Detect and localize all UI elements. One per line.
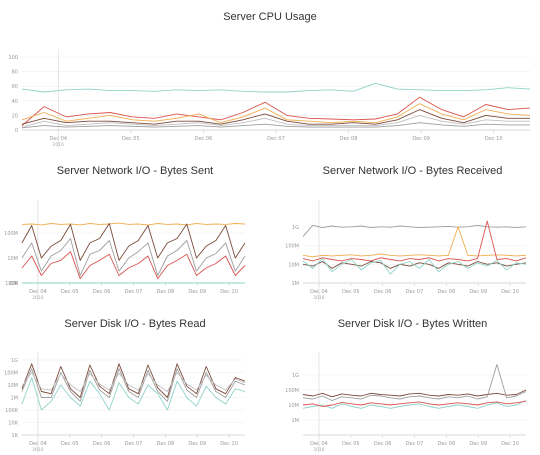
series-line-4	[21, 251, 246, 280]
series-line-1	[302, 364, 527, 401]
x-tick-label: Dec 09	[412, 136, 430, 142]
x-tick-label: Dec 07	[267, 136, 285, 142]
x-tick-label: Dec 10	[220, 441, 238, 447]
series-line-3	[21, 238, 246, 276]
y-tick-label: 100M	[4, 371, 18, 377]
x-tick-label: Dec 10	[501, 289, 519, 295]
x-tick-label: Dec 07	[125, 441, 143, 447]
x-tick-label: Dec 07	[125, 289, 143, 295]
x-tick-label: Dec 05	[342, 441, 360, 447]
x-tick-label: Dec 06	[195, 136, 213, 142]
series-line-2	[21, 103, 531, 124]
x-tick-label: Dec 08	[340, 136, 358, 142]
chart-title-disk-read: Server Disk I/O - Bytes Read	[64, 318, 206, 330]
series-line-5	[21, 122, 530, 129]
x-tick-label: Dec 10	[485, 136, 503, 142]
series-line-4	[21, 109, 530, 125]
x-tick-label: Dec 08	[157, 289, 175, 295]
x-tick-label: Dec 06	[93, 289, 111, 295]
y-tick-label: 10M	[288, 262, 299, 268]
x-tick-label: Dec 09	[469, 289, 487, 295]
y-tick-label: 100K	[5, 408, 19, 414]
x-tick-label: Dec 08	[157, 441, 175, 447]
y-tick-label: 10K	[8, 281, 18, 287]
y-tick-label: 10M	[7, 383, 18, 389]
y-tick-label: 1M	[292, 281, 300, 287]
x-tick-label: Dec 05	[61, 441, 79, 447]
series-line-3	[302, 400, 527, 407]
series-line-0	[21, 363, 246, 398]
chart-title-cpu: Server CPU Usage	[223, 11, 317, 23]
series-line-2	[21, 223, 246, 261]
y-tick-label: 20	[12, 113, 18, 119]
x-tick-label: Dec 07	[406, 289, 424, 295]
y-tick-label: 1M	[292, 418, 300, 424]
chart-title-disk-written: Server Disk I/O - Bytes Written	[337, 318, 488, 330]
y-tick-label: 1M	[11, 396, 19, 402]
x-tick-label: Dec 10	[501, 441, 519, 447]
y-tick-label: 10M	[288, 403, 299, 409]
series-line-4	[302, 258, 527, 275]
x-tick-label: Dec 09	[188, 441, 206, 447]
y-tick-label: 10M	[7, 256, 18, 262]
x-tick-label: Dec 05	[122, 136, 140, 142]
y-tick-label: 1K	[12, 433, 19, 439]
chart-title-net-recv: Server Network I/O - Bytes Received	[322, 165, 503, 177]
y-tick-label: 100M	[285, 388, 299, 394]
x-tick-label: Dec 06	[374, 289, 392, 295]
x-tick-label: Dec 06	[93, 441, 111, 447]
series-line-2	[302, 220, 527, 262]
y-tick-label: 1G	[11, 358, 18, 364]
series-line-1	[21, 96, 531, 126]
y-tick-label: 10K	[8, 421, 18, 427]
series-line-3	[21, 114, 530, 128]
y-tick-label: 1M	[11, 281, 19, 287]
x-tick-label: Dec 07	[406, 441, 424, 447]
y-tick-label: 40	[12, 99, 18, 105]
series-line-1	[302, 226, 527, 258]
y-tick-label: 80	[12, 70, 18, 76]
series-line-2	[21, 377, 246, 411]
series-line-0	[21, 222, 246, 226]
series-line-0	[21, 82, 531, 93]
x-tick-label: Dec 09	[188, 289, 206, 295]
y-tick-label: 100M	[285, 244, 299, 250]
x-tick-label: Dec 09	[469, 441, 487, 447]
series-line-0	[302, 389, 527, 398]
y-tick-label: 100	[8, 55, 18, 61]
x-tick-label: Dec 06	[374, 441, 392, 447]
x-tick-label: Dec 08	[438, 441, 456, 447]
series-line-2	[302, 400, 527, 409]
x-tick-label: Dec 05	[61, 289, 79, 295]
y-tick-label: 0	[15, 128, 18, 134]
chart-title-net-sent: Server Network I/O - Bytes Sent	[56, 165, 214, 177]
x-tick-label: Dec 05	[342, 289, 360, 295]
y-tick-label: 100M	[4, 231, 18, 237]
y-tick-label: 1G	[292, 373, 299, 379]
x-tick-label: Dec 10	[220, 289, 238, 295]
y-tick-label: 100K	[5, 281, 19, 287]
y-tick-label: 60	[12, 84, 18, 90]
series-line-3	[21, 372, 246, 392]
y-tick-label: 1G	[292, 225, 299, 231]
x-tick-label: Dec 08	[438, 289, 456, 295]
